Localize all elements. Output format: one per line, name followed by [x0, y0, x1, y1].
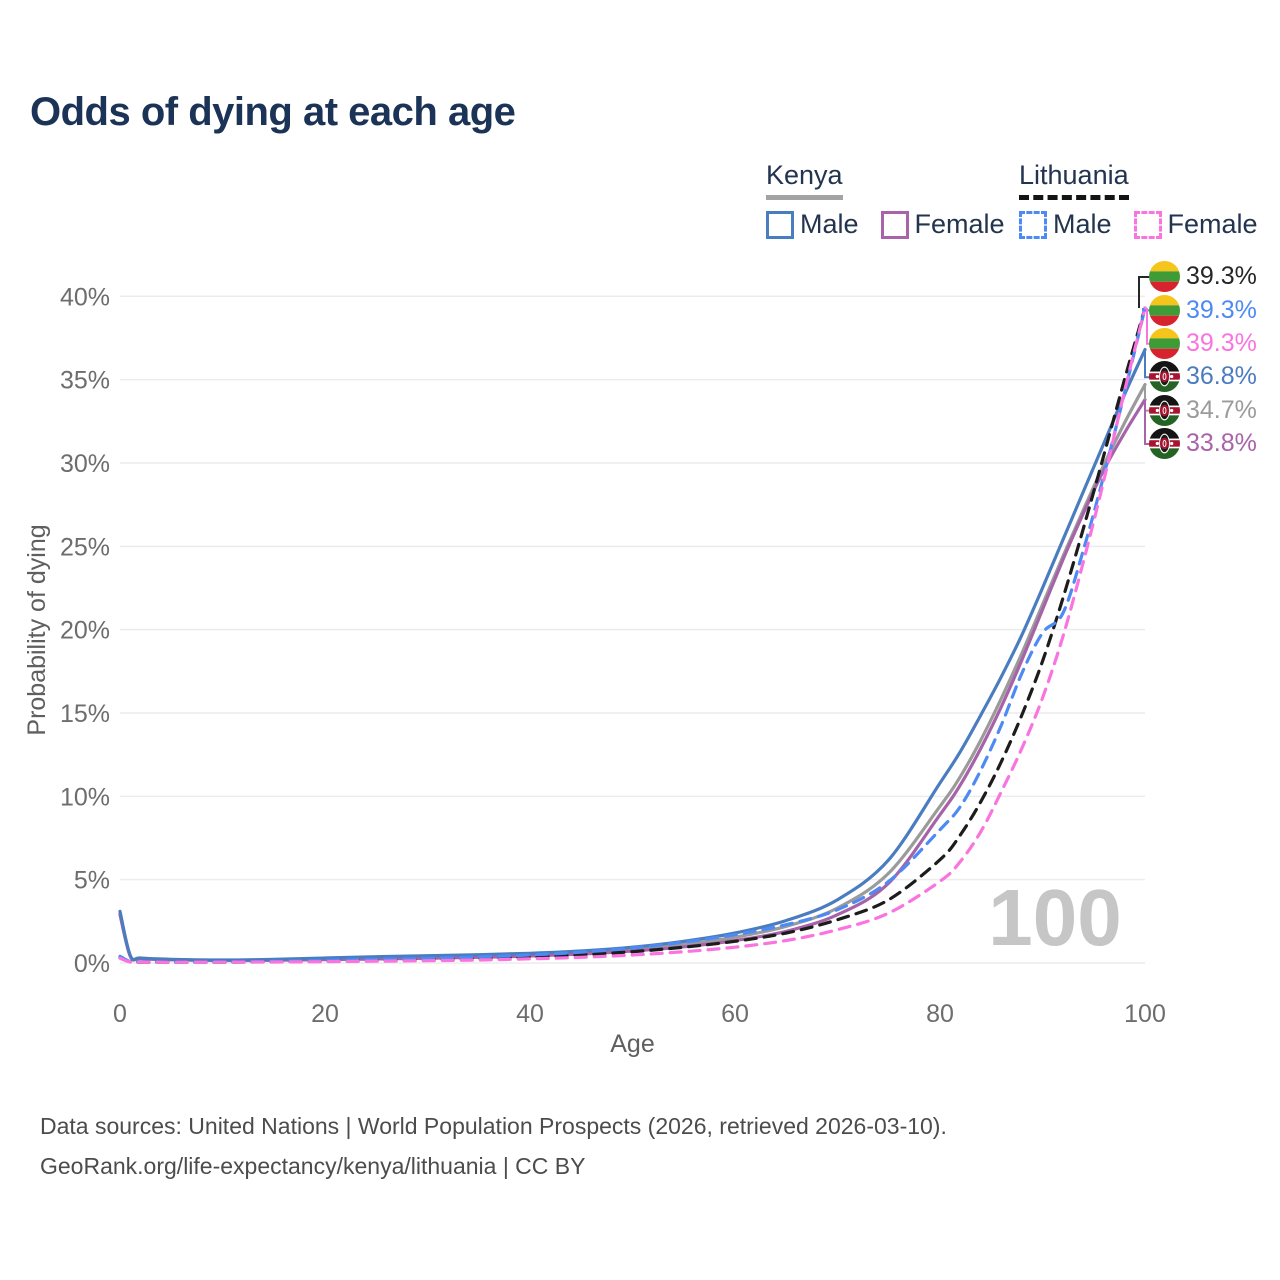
endpoint-value-lithuania-female: 39.3%: [1186, 328, 1257, 357]
y-tick-label: 25%: [60, 533, 110, 561]
footer: Data sources: United Nations | World Pop…: [40, 1106, 947, 1186]
age-watermark: 100: [988, 873, 1121, 962]
kenya-flag-icon: [1149, 361, 1180, 392]
endpoint-row: 39.3%: [1149, 260, 1257, 293]
x-tick-label: 100: [1124, 1000, 1166, 1028]
y-tick-label: 30%: [60, 450, 110, 478]
x-tick-label: 0: [113, 1000, 127, 1028]
series-line-lithuania-female[interactable]: [118, 306, 1147, 964]
endpoint-connector: [1142, 308, 1152, 312]
kenya-female-swatch-icon[interactable]: [880, 210, 909, 239]
lithuania-flag-icon: [1149, 328, 1180, 359]
lithuania-flag-icon: [1149, 261, 1180, 292]
y-axis-title: Probability of dying: [23, 524, 51, 735]
endpoint-row: 36.8%: [1149, 360, 1257, 393]
y-tick-label: 0%: [74, 950, 110, 978]
x-tick-label: 20: [311, 1000, 339, 1028]
legend-group-lithuania: Lithuania Male Female: [1019, 160, 1274, 240]
x-tick-label: 80: [926, 1000, 954, 1028]
legend-group-kenya: Kenya Male Female: [766, 160, 1021, 240]
y-tick-label: 10%: [60, 783, 110, 811]
endpoint-row: 39.3%: [1149, 293, 1257, 326]
footer-sources-line: Data sources: United Nations | World Pop…: [40, 1113, 947, 1139]
series-line-lithuania-male[interactable]: [118, 306, 1147, 964]
lithuania-flag-icon: [1149, 295, 1180, 326]
x-tick-label: 40: [516, 1000, 544, 1028]
endpoint-value-lithuania-average: 39.3%: [1186, 262, 1257, 291]
legend-lithuania-female-label[interactable]: Female: [1167, 209, 1258, 239]
endpoint-connector: [1138, 276, 1152, 308]
footer-attribution-line: GeoRank.org/life-expectancy/kenya/lithua…: [40, 1153, 586, 1179]
chart-title: Odds of dying at each age: [30, 90, 516, 134]
y-tick-label: 20%: [60, 617, 110, 645]
y-tick-label: 40%: [60, 283, 110, 311]
lithuania-female-swatch-icon[interactable]: [1133, 210, 1162, 239]
legend-country-kenya[interactable]: Kenya: [766, 160, 843, 200]
series-line-lithuania-average[interactable]: [118, 306, 1147, 964]
kenya-flag-icon: [1149, 428, 1180, 459]
legend-country-lithuania[interactable]: Lithuania: [1019, 160, 1129, 200]
endpoint-value-kenya-female: 33.8%: [1186, 429, 1257, 458]
endpoint-value-kenya-male: 36.8%: [1186, 362, 1257, 391]
legend-kenya-male-label[interactable]: Male: [800, 209, 859, 239]
endpoint-row: 39.3%: [1149, 327, 1257, 360]
endpoint-row: 33.8%: [1149, 427, 1257, 460]
x-tick-label: 60: [721, 1000, 749, 1028]
y-tick-label: 5%: [74, 867, 110, 895]
endpoint-value-lithuania-male: 39.3%: [1186, 295, 1257, 324]
endpoint-row: 34.7%: [1149, 394, 1257, 427]
series-line-kenya-male[interactable]: [118, 348, 1147, 962]
endpoint-labels: 39.3% 39.3% 39.3% 36.8% 34.7% 33.8%: [1149, 260, 1257, 460]
legend-kenya-female-label[interactable]: Female: [914, 209, 1005, 239]
legend-lithuania-male-label[interactable]: Male: [1053, 209, 1112, 239]
lithuania-male-swatch-icon[interactable]: [1019, 210, 1047, 239]
x-axis-title: Age: [610, 1030, 654, 1058]
y-tick-label: 35%: [60, 367, 110, 395]
kenya-flag-icon: [1149, 395, 1180, 426]
kenya-male-swatch-icon[interactable]: [766, 210, 794, 239]
y-tick-label: 15%: [60, 700, 110, 728]
endpoint-value-kenya-average: 34.7%: [1186, 395, 1257, 424]
